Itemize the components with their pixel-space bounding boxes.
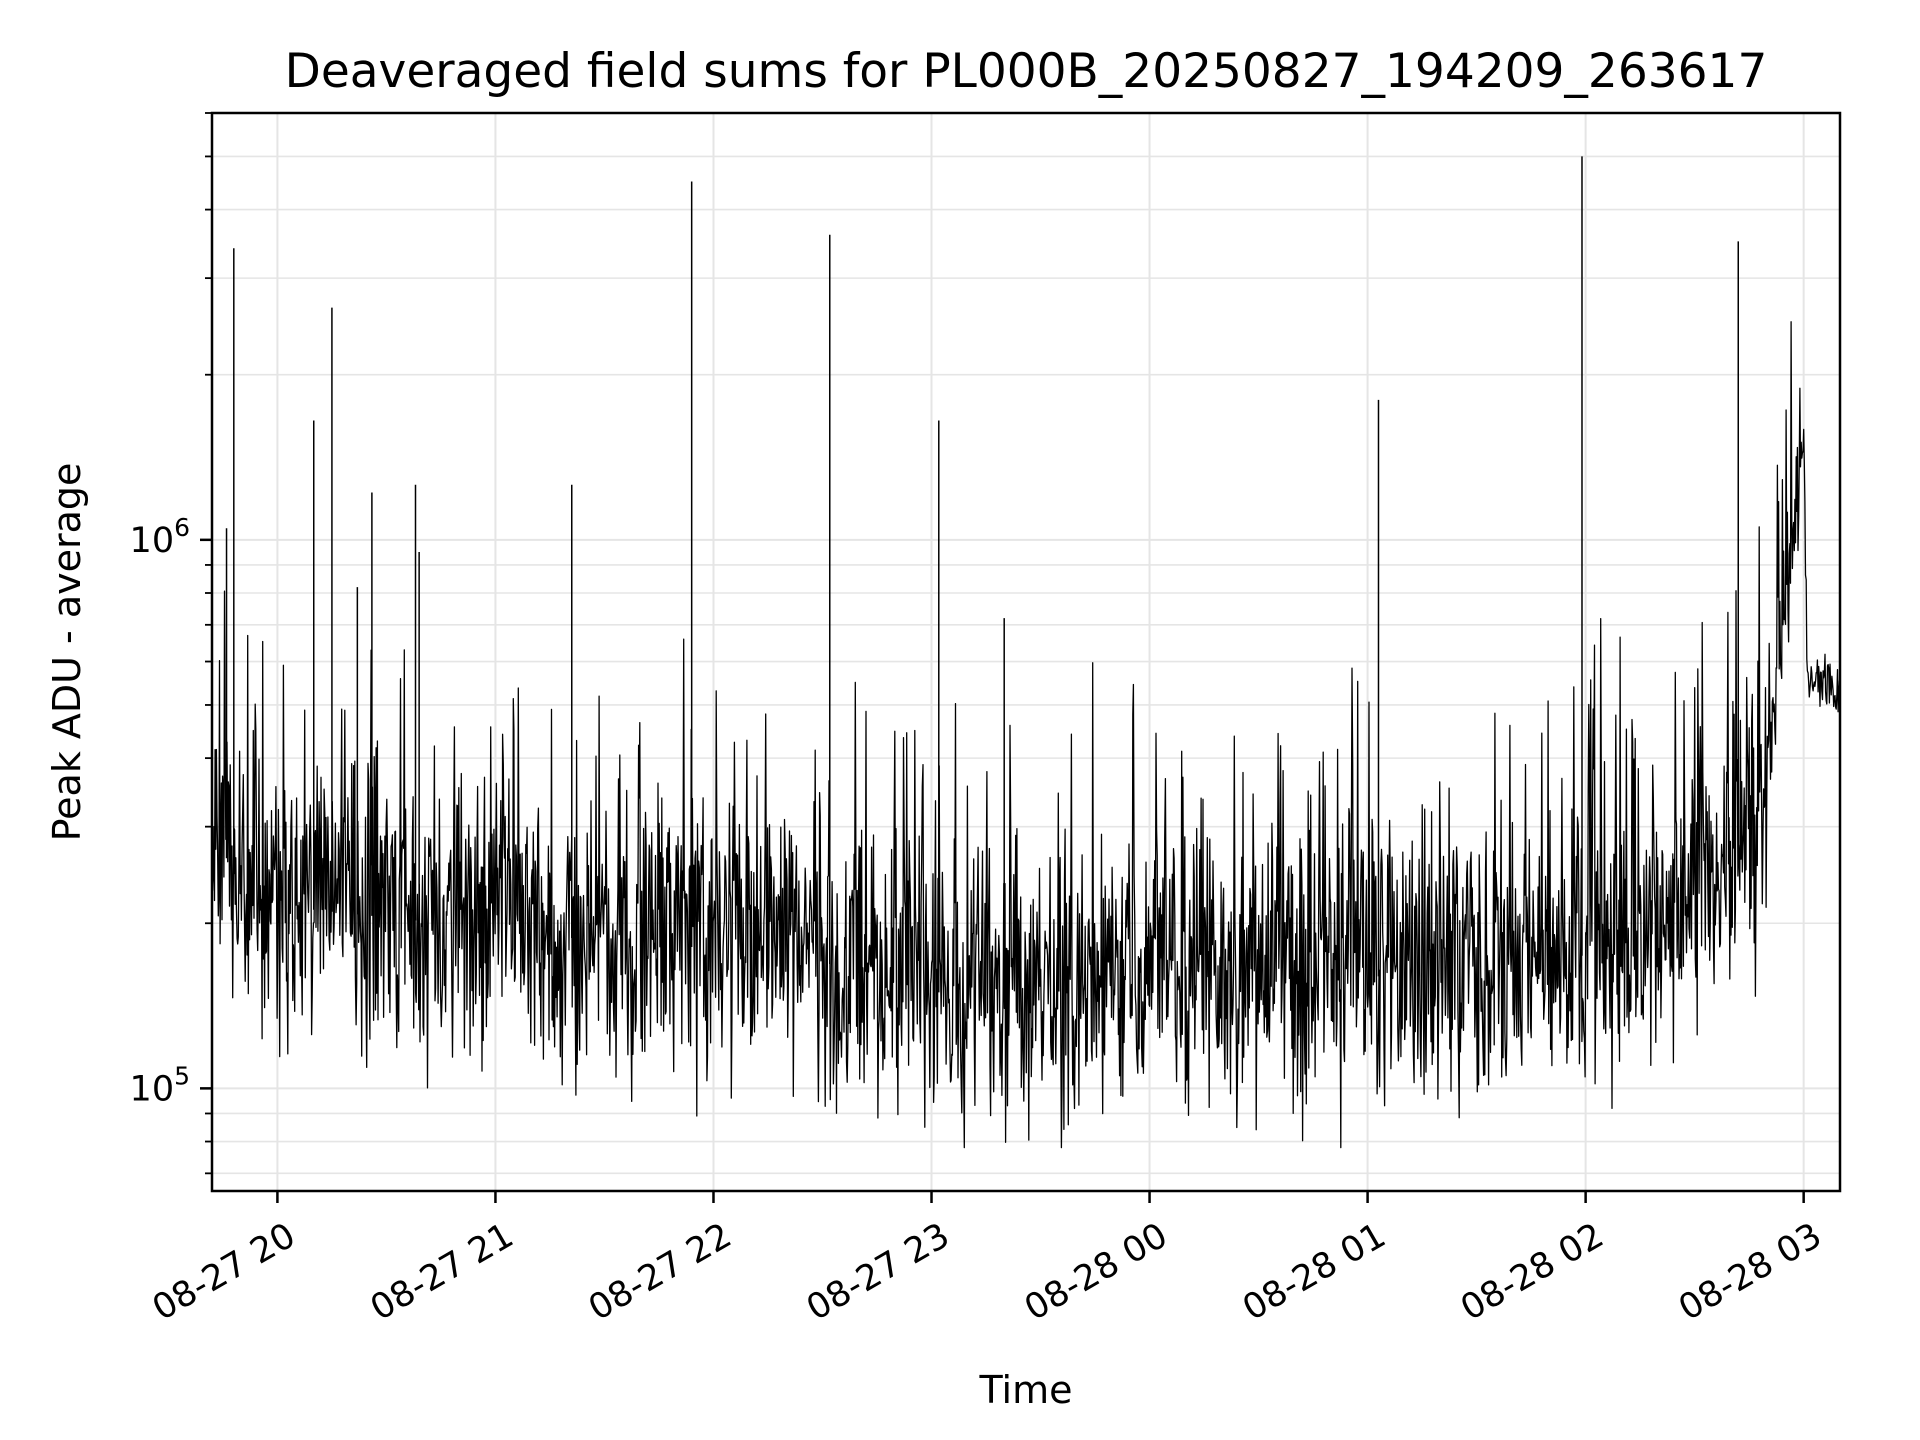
signal-line: [211, 321, 1841, 1149]
y-tick-label-exponent: 5: [174, 1061, 190, 1090]
y-axis-label: Peak ADU - average: [45, 463, 89, 842]
y-tick-label-exponent: 6: [174, 513, 190, 542]
plot-frame: [210, 111, 1842, 1193]
y-tick-label: 105: [130, 1061, 190, 1109]
data-series: [211, 156, 1841, 1149]
chart-title: Deaveraged field sums for PL000B_2025082…: [285, 44, 1768, 99]
x-axis-label: Time: [979, 1368, 1073, 1412]
y-tick-label: 106: [130, 513, 190, 561]
y-tick-label-base: 10: [130, 521, 175, 561]
y-tick-label-base: 10: [130, 1069, 175, 1109]
